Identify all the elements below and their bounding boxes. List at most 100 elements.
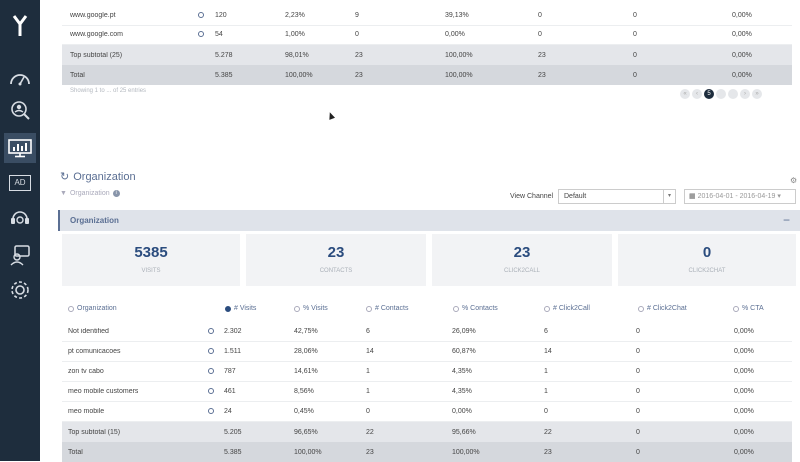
section-settings-icon[interactable]: ⚙	[790, 176, 798, 185]
collapse-icon[interactable]: −	[782, 213, 790, 227]
cell-pct-visits: 96,65%	[294, 428, 318, 436]
cell-visits: 1.511	[224, 348, 241, 355]
cell-cta: 0,00%	[734, 328, 754, 335]
header-label: Organization	[77, 305, 117, 312]
pager-last-button[interactable]: »	[752, 89, 762, 99]
header-label: % Visits	[303, 305, 328, 312]
support-headset-icon[interactable]	[4, 203, 36, 233]
cell-contacts: 23	[366, 448, 374, 456]
cell-cta: 0,00%	[734, 348, 754, 355]
header-click2call[interactable]: # Click2Call	[544, 305, 590, 312]
pager-page-button[interactable]	[728, 89, 738, 99]
ad-label: AD	[9, 175, 31, 191]
cell-cta: 0,00%	[732, 12, 752, 19]
cell-cta: 0,00%	[734, 448, 754, 456]
row-detail-icon[interactable]	[208, 347, 214, 356]
cell-pct-visits: 0,45%	[294, 408, 314, 415]
cell-click2call: 23	[544, 448, 552, 456]
organization-panel-header[interactable]: Organization −	[58, 210, 800, 231]
kpi-visits: 5385 VISITS	[62, 234, 240, 286]
info-icon[interactable]: i	[112, 190, 120, 197]
table-row[interactable]: www.google.com 54 1,00% 0 0,00% 0 0 0,00…	[62, 25, 792, 45]
pager-current-page[interactable]: 5	[704, 89, 714, 99]
header-organization[interactable]: Organization	[68, 305, 117, 312]
contacts-chat-icon[interactable]	[4, 240, 36, 270]
sort-radio-icon[interactable]	[638, 305, 644, 312]
cell-pct-contacts: 100,00%	[445, 71, 473, 79]
cell-click2call: 6	[544, 328, 548, 335]
cell-pct-visits: 100,00%	[294, 448, 322, 456]
header-contacts[interactable]: # Contacts	[366, 305, 408, 312]
cell-visits: 24	[224, 408, 232, 415]
row-name: Not identified	[68, 328, 109, 335]
sort-radio-icon[interactable]	[225, 305, 231, 312]
date-range-value: 2016-04-01 - 2016-04-19	[697, 193, 776, 200]
total-row-label: Total	[68, 448, 83, 456]
cell-contacts: 0	[366, 408, 370, 415]
pager-first-button[interactable]: «	[680, 89, 690, 99]
subtotal-row: Top subtotal (15) 5.205 96,65% 22 95,66% 22 0 0…	[62, 422, 792, 442]
row-detail-icon[interactable]	[208, 387, 214, 396]
cell-pct-visits: 28,06%	[294, 348, 318, 355]
header-pct-contacts[interactable]: % Contacts	[453, 305, 498, 312]
section-title: ↻ Organization	[60, 170, 136, 184]
pager-prev-button[interactable]: ‹	[692, 89, 702, 99]
cell-visits: 5.385	[215, 71, 233, 79]
sort-radio-icon[interactable]	[453, 305, 459, 312]
row-detail-icon[interactable]	[208, 367, 214, 376]
table-row[interactable]: www.google.pt 120 2,23% 9 39,13% 0 0 0,0…	[62, 6, 792, 26]
cell-visits: 5.278	[215, 51, 233, 59]
cell-click2call: 0	[538, 31, 542, 38]
table-row[interactable]: zon tv cabo 787 14,61% 1 4,35% 1 0 0,00%	[62, 362, 792, 382]
table-row[interactable]: meo mobile 24 0,45% 0 0,00% 0 0 0,00%	[62, 402, 792, 422]
cell-contacts: 9	[355, 12, 359, 19]
cell-contacts: 14	[366, 348, 374, 355]
cell-click2call: 1	[544, 368, 548, 375]
cell-contacts: 1	[366, 368, 370, 375]
row-detail-icon[interactable]	[208, 407, 214, 416]
date-range-picker[interactable]: ▦ 2016-04-01 - 2016-04-19 ▾	[684, 189, 796, 204]
sort-radio-icon[interactable]	[294, 305, 300, 312]
view-channel-select[interactable]: Default ▾	[558, 189, 676, 204]
table-row[interactable]: pt comunicacoes 1.511 28,06% 14 60,87% 14 0 0,0…	[62, 342, 792, 362]
app-logo-icon[interactable]	[8, 12, 32, 40]
table-row[interactable]: Not identified 2.302 42,75% 6 26,09% 6 0 0,00%	[62, 322, 792, 342]
dashboard-icon[interactable]	[4, 62, 36, 92]
sort-radio-icon[interactable]	[733, 305, 739, 312]
visitors-search-icon[interactable]	[4, 95, 36, 125]
cell-pct-contacts: 100,00%	[445, 51, 473, 59]
pager-page-button[interactable]	[716, 89, 726, 99]
filter-icon[interactable]: ▼	[60, 190, 67, 197]
cell-pct-visits: 8,56%	[294, 388, 314, 395]
cell-pct-contacts: 95,66%	[452, 428, 476, 436]
kpi-label: CONTACTS	[319, 268, 353, 274]
header-cta[interactable]: % CTA	[733, 305, 764, 312]
sort-radio-icon[interactable]	[68, 305, 74, 312]
header-click2chat[interactable]: # Click2Chat	[638, 305, 687, 312]
table-row[interactable]: meo mobile customers 461 8,56% 1 4,35% 1 0 0,00…	[62, 382, 792, 402]
reports-monitor-icon[interactable]	[4, 133, 36, 163]
header-visits[interactable]: # Visits	[225, 305, 256, 312]
total-label: Total	[70, 71, 85, 79]
sort-radio-icon[interactable]	[544, 305, 550, 312]
row-detail-icon[interactable]	[198, 11, 204, 20]
subtotal-row-label: Top subtotal (15)	[68, 428, 121, 436]
cell-pct-contacts: 100,00%	[452, 448, 480, 456]
cell-click2call: 0	[538, 12, 542, 19]
cell-cta: 0,00%	[732, 31, 752, 38]
cell-cta: 0,00%	[732, 51, 752, 59]
sort-radio-icon[interactable]	[366, 305, 372, 312]
refresh-icon[interactable]: ↻	[60, 171, 70, 183]
row-name: meo mobile customers	[68, 388, 139, 395]
row-name: pt comunicacoes	[68, 348, 121, 355]
cell-pct-contacts: 26,09%	[452, 328, 476, 335]
ad-icon[interactable]: AD	[4, 168, 36, 198]
row-detail-icon[interactable]	[208, 327, 214, 336]
row-detail-icon[interactable]	[198, 30, 204, 39]
pager-next-button[interactable]: ›	[740, 89, 750, 99]
kpi-contacts: 23 CONTACTS	[246, 234, 426, 286]
header-pct-visits[interactable]: % Visits	[294, 305, 328, 312]
chevron-down-icon: ▾	[777, 193, 781, 200]
settings-gear-icon[interactable]	[4, 275, 36, 305]
header-label: # Contacts	[375, 305, 409, 312]
